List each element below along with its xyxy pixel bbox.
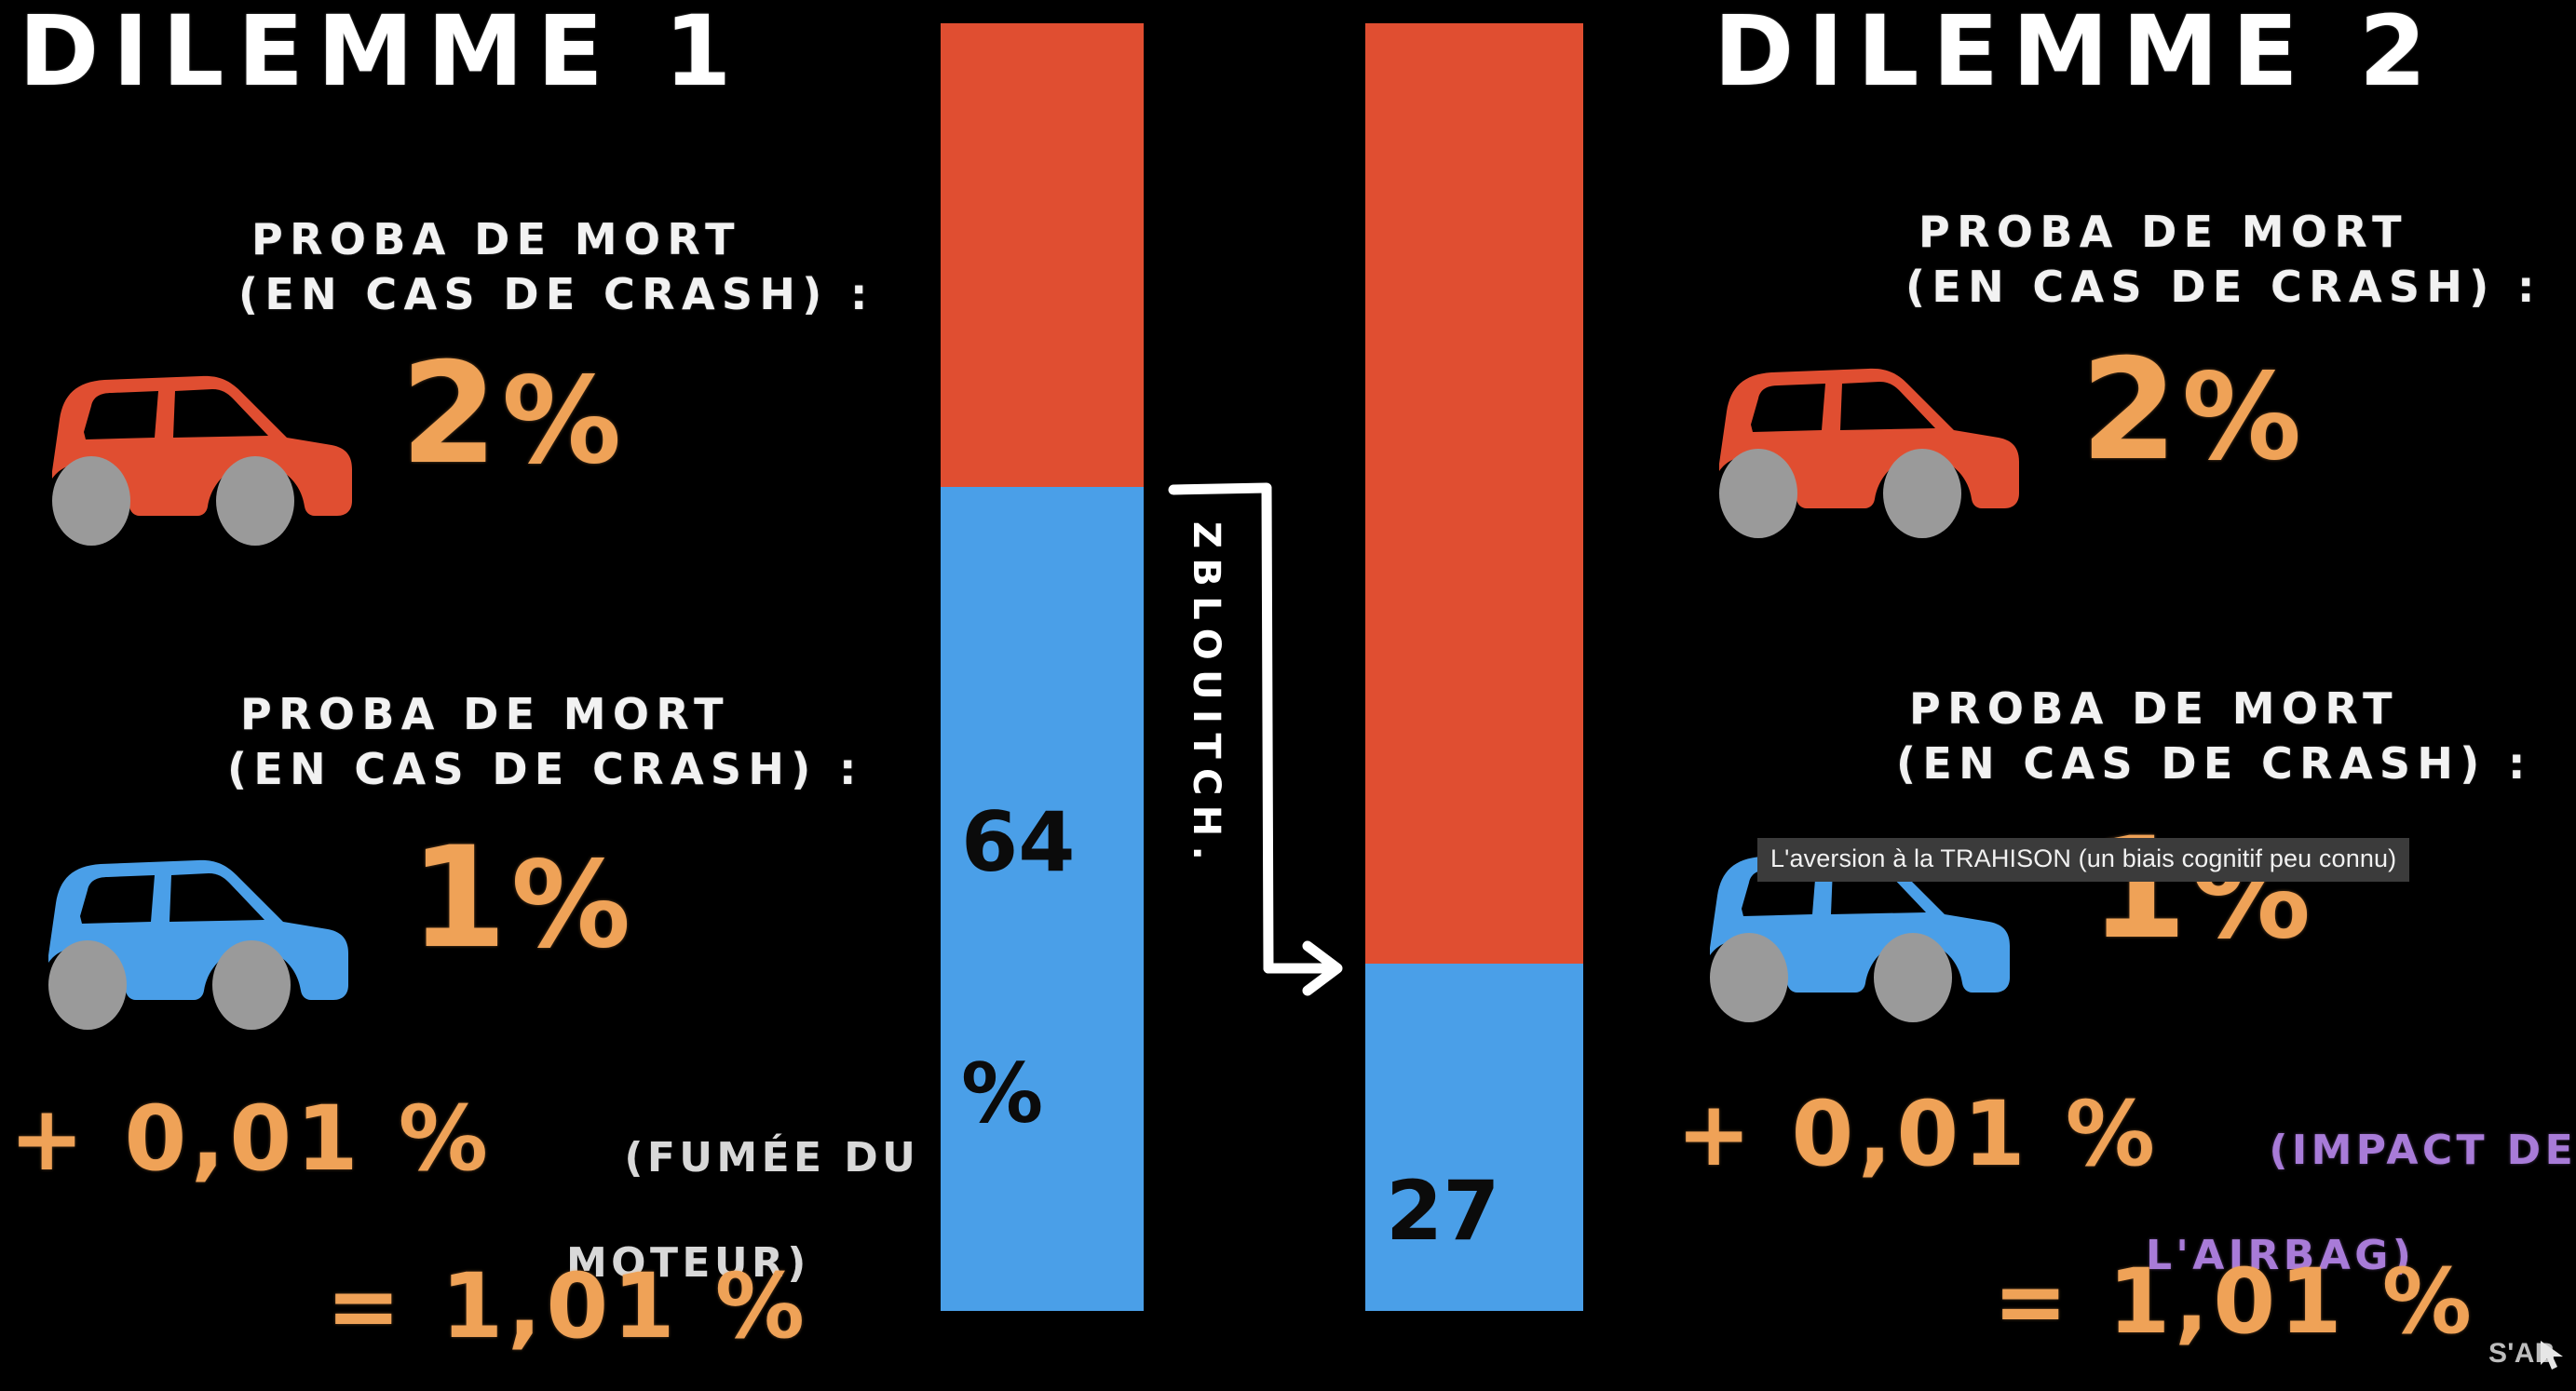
panel-left-row2-label-line1: PROBA DE MORT	[240, 689, 730, 739]
car-icon-blue-left	[15, 836, 359, 1036]
panel-right-row1-value: 2%	[2081, 341, 2306, 480]
panel-left-row2-label: PROBA DE MORT (EN CAS DE CRASH) :	[227, 687, 863, 797]
mouse-cursor-icon	[2541, 1341, 2563, 1370]
panel-left-extra-note-line2: MOTEUR)	[566, 1238, 810, 1287]
transition-arrow-group: ZBLOUITCH.	[1166, 477, 1362, 998]
panel-left-extra-term: + 0,01 %	[9, 1087, 493, 1191]
bar-2-segment-red	[1365, 23, 1583, 964]
panel-left-row2-unit: %	[510, 836, 635, 975]
panel-right-extra-note-line1: (IMPACT DE	[2269, 1127, 2576, 1175]
subscribe-watermark[interactable]: S'AB ONN ER	[2488, 1283, 2576, 1385]
panel-right-row2-label-line2: (EN CAS DE CRASH) :	[1896, 737, 2532, 789]
panel-left-extra-note-line1: (FUMÉE DU	[624, 1134, 920, 1182]
panel-left-extra-note: (FUMÉE DU MOTEUR)	[514, 1080, 919, 1391]
panel-right-title: DILEMME 2	[1714, 0, 2440, 108]
panel-left-row1-label-line2: (EN CAS DE CRASH) :	[238, 268, 874, 319]
panel-left-title: DILEMME 1	[19, 0, 745, 108]
panel-right-row2-number: 1	[2090, 808, 2191, 970]
bar-1-segment-blue: 64 %	[941, 486, 1144, 1311]
bar-dilemme-2: 27 %	[1365, 23, 1583, 1311]
panel-left-total: = 1,01 %	[326, 1254, 809, 1358]
bar-1-value-unit: %	[961, 1045, 1044, 1141]
panel-left-row1-unit: %	[501, 352, 626, 491]
panel-left-row2-label-line2: (EN CAS DE CRASH) :	[227, 743, 863, 794]
panel-left-row1-value: 2%	[400, 344, 626, 484]
bar-2-value-number: 27	[1386, 1163, 1500, 1260]
panel-right-row1-label-line1: PROBA DE MORT	[1918, 207, 2408, 257]
panel-right-extra-note-line2: L'AIRBAG)	[2146, 1231, 2416, 1279]
panel-left-row1-label: PROBA DE MORT (EN CAS DE CRASH) :	[238, 212, 874, 322]
panel-right-row1-label: PROBA DE MORT (EN CAS DE CRASH) :	[1905, 205, 2542, 315]
panel-right-row1-label-line2: (EN CAS DE CRASH) :	[1905, 261, 2542, 312]
bar-dilemme-1: 64 %	[941, 23, 1144, 1311]
panel-right-row1-number: 2	[2081, 330, 2182, 492]
panel-right-row2-label-line1: PROBA DE MORT	[1909, 683, 2399, 734]
bar-2-segment-blue: 27 %	[1365, 963, 1583, 1311]
panel-left-row1-number: 2	[400, 333, 502, 495]
bar-2-value: 27 %	[1365, 1003, 1583, 1391]
panel-left-row2-number: 1	[410, 817, 511, 979]
panel-left-row2-value: 1%	[410, 829, 635, 968]
bar-1-value-number: 64	[961, 794, 1076, 891]
panel-right-extra-note: (IMPACT DE L'AIRBAG)	[2146, 1073, 2576, 1387]
video-title-tooltip: L'aversion à la TRAHISON (un biais cogni…	[1757, 838, 2410, 882]
panel-right-row2-label: PROBA DE MORT (EN CAS DE CRASH) :	[1896, 682, 2532, 791]
panel-right-row1-unit: %	[2181, 348, 2306, 487]
panel-right-extra-term: + 0,01 %	[1676, 1082, 2160, 1186]
bar-1-value: 64 %	[941, 634, 1144, 1303]
transition-label: ZBLOUITCH.	[1185, 521, 1227, 871]
zblouitch-arrow-icon	[1168, 482, 1343, 996]
panel-right-total: = 1,01 %	[1993, 1249, 2476, 1354]
car-icon-red-left	[19, 352, 363, 552]
bar-1-segment-red	[941, 23, 1144, 487]
car-icon-red-right	[1686, 344, 2030, 545]
panel-left-row1-label-line1: PROBA DE MORT	[251, 214, 741, 264]
